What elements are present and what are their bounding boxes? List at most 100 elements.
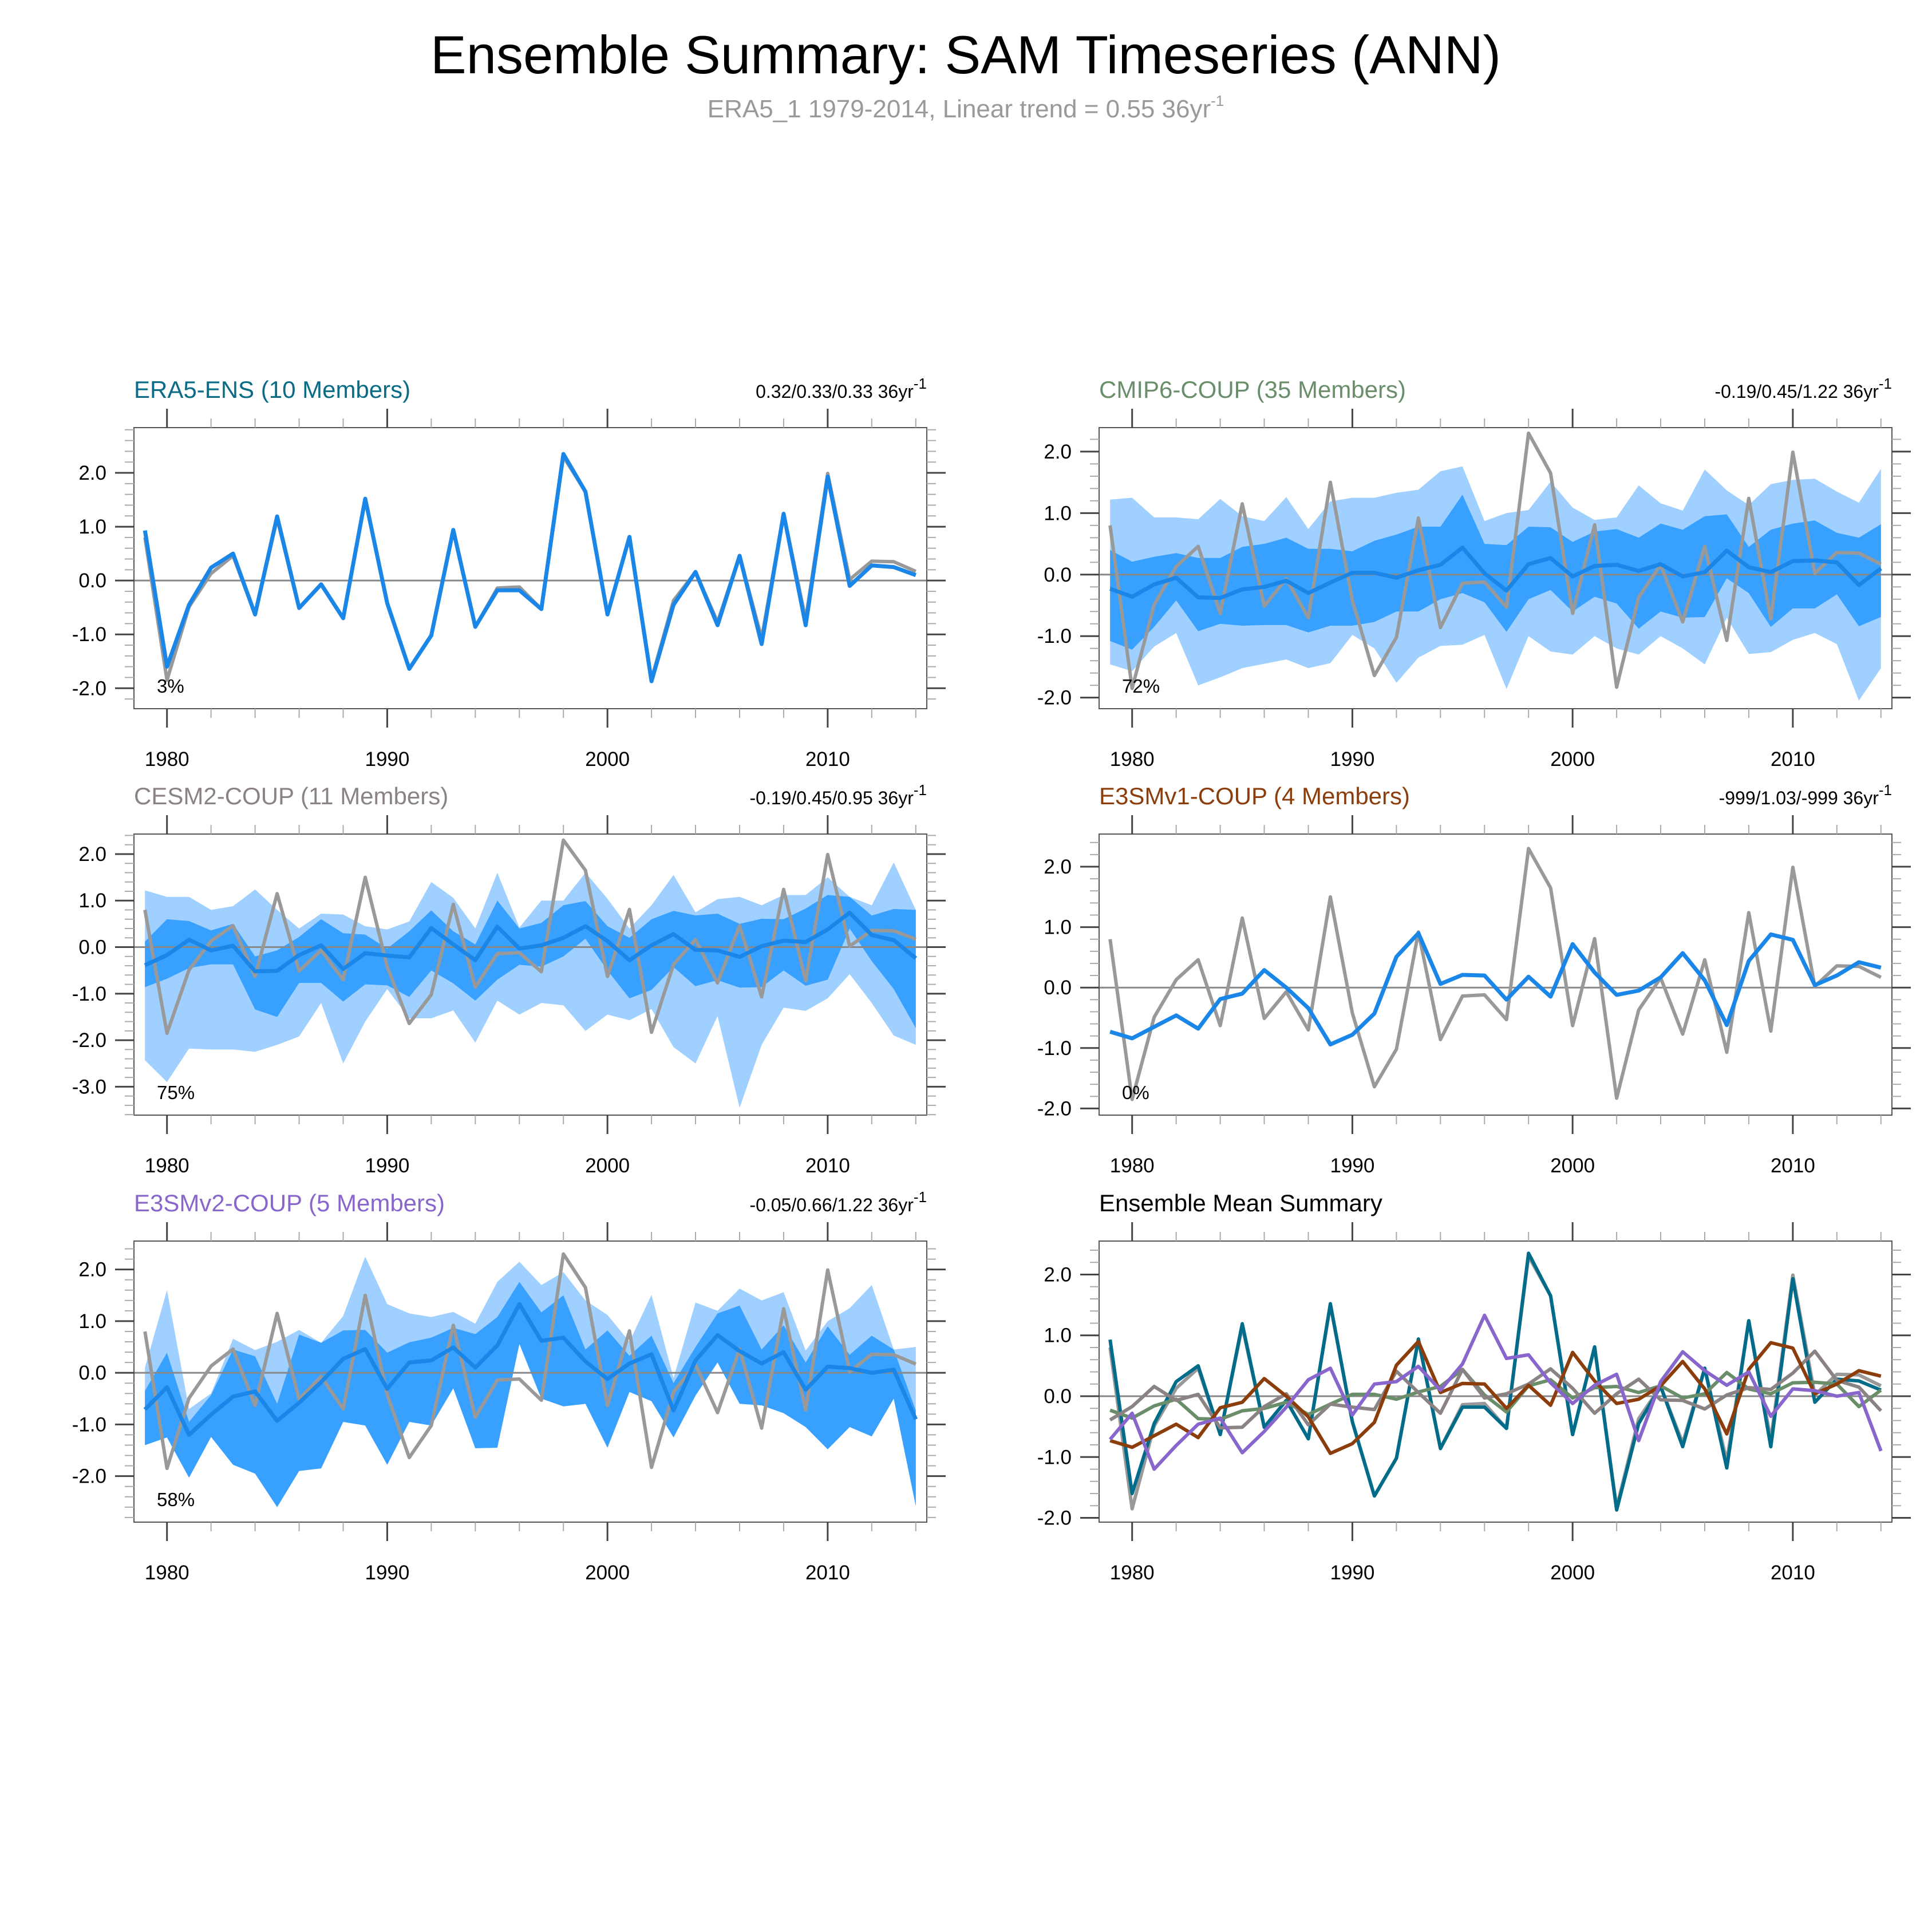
trend-superscript: -1 xyxy=(914,375,927,392)
ensemble-mean-line xyxy=(1109,931,1882,1046)
y-tick-label: -1.0 xyxy=(1037,1037,1072,1060)
x-tick-label: 1980 xyxy=(145,1562,189,1584)
panels: ERA5-ENS (10 Members) 0.32/0.33/0.33 36yr… xyxy=(72,375,1911,1584)
summary-line-1 xyxy=(1108,1251,1882,1512)
x-tick-label: 2010 xyxy=(1771,1562,1815,1584)
y-tick-label: -2.0 xyxy=(72,1465,106,1488)
trend-text: 0.32/0.33/0.33 36yr xyxy=(756,381,914,402)
trend-label: -0.19/0.45/0.95 36yr-1 xyxy=(749,781,927,808)
x-tick-label: 1980 xyxy=(1110,1155,1155,1177)
y-tick-label: -1.0 xyxy=(72,983,106,1005)
y-tick-label: 1.0 xyxy=(1044,916,1072,939)
x-tick-label: 2000 xyxy=(585,1155,630,1177)
panel-3: CESM2-COUP (11 Members) -0.19/0.45/0.95 3… xyxy=(72,781,946,1177)
x-tick-label: 2010 xyxy=(805,1562,850,1584)
trend-superscript: -1 xyxy=(1879,375,1892,392)
percent-label: 75% xyxy=(157,1082,195,1103)
y-tick-label: 2.0 xyxy=(1044,1263,1072,1286)
plot-frame xyxy=(1099,427,1893,709)
y-tick-label: 2.0 xyxy=(78,462,106,484)
y-tick-label: 2.0 xyxy=(78,843,106,866)
x-tick-label: 2010 xyxy=(805,1155,850,1177)
percent-label: 58% xyxy=(157,1489,195,1510)
x-tick-label: 1990 xyxy=(1330,748,1374,771)
plot-frame xyxy=(1099,1240,1893,1523)
trend-label: -999/1.03/-999 36yr-1 xyxy=(1719,781,1892,808)
trend-label: -0.19/0.45/1.22 36yr-1 xyxy=(1714,375,1892,402)
x-tick-label: 1990 xyxy=(1330,1155,1374,1177)
percent-label: 72% xyxy=(1122,675,1160,697)
y-tick-label: 2.0 xyxy=(78,1259,106,1281)
panel-2: CMIP6-COUP (35 Members) -0.19/0.45/1.22 3… xyxy=(1037,375,1911,771)
y-tick-label: 0.0 xyxy=(78,570,106,592)
panel-title: E3SMv1-COUP (4 Members) xyxy=(1099,783,1410,809)
y-tick-label: 1.0 xyxy=(1044,502,1072,524)
y-tick-label: 2.0 xyxy=(1044,441,1072,463)
y-tick-label: -2.0 xyxy=(72,677,106,700)
y-tick-label: -2.0 xyxy=(1037,1097,1072,1120)
y-tick-label: 1.0 xyxy=(78,516,106,538)
x-tick-label: 2000 xyxy=(585,1562,630,1584)
y-tick-label: -3.0 xyxy=(72,1076,106,1098)
trend-text: -0.19/0.45/1.22 36yr xyxy=(1714,381,1879,402)
subtitle-superscript: -1 xyxy=(1211,92,1224,109)
ensemble-mean-line xyxy=(143,1302,918,1437)
percent-label: 0% xyxy=(1122,1082,1149,1103)
trend-text: -0.05/0.66/1.22 36yr xyxy=(749,1195,914,1215)
trend-superscript: -1 xyxy=(914,1188,927,1206)
y-tick-label: 0.0 xyxy=(1044,1385,1072,1408)
panel-title: ERA5-ENS (10 Members) xyxy=(134,376,410,403)
observation-line xyxy=(1108,431,1882,690)
y-tick-label: 0.0 xyxy=(78,1362,106,1384)
panel-6: Ensemble Mean Summary 2.0 1.0 0.0 -1.0 -2.0 19… xyxy=(1037,1190,1911,1584)
summary-line-5 xyxy=(1108,1313,1883,1471)
trend-text: -0.19/0.45/0.95 36yr xyxy=(749,788,914,808)
plot-frame xyxy=(133,1240,927,1523)
observation-line xyxy=(1108,847,1882,1101)
y-tick-label: -1.0 xyxy=(72,1413,106,1436)
y-tick-label: 0.0 xyxy=(1044,564,1072,586)
x-tick-label: 2000 xyxy=(1550,1155,1595,1177)
x-tick-label: 2000 xyxy=(585,748,630,771)
y-tick-label: -1.0 xyxy=(1037,625,1072,647)
y-tick-label: 0.0 xyxy=(1044,977,1072,999)
x-tick-label: 2010 xyxy=(1771,1155,1815,1177)
trend-label: -0.05/0.66/1.22 36yr-1 xyxy=(749,1188,927,1215)
plot-frame xyxy=(1099,833,1893,1116)
ensemble-mean-line xyxy=(143,452,917,683)
y-tick-label: 0.0 xyxy=(78,937,106,959)
subtitle-text: ERA5_1 1979-2014, Linear trend = 0.55 36… xyxy=(708,95,1211,123)
x-tick-label: 1990 xyxy=(365,748,409,771)
panel-title: E3SMv2-COUP (5 Members) xyxy=(134,1190,445,1216)
x-tick-label: 1990 xyxy=(365,1155,409,1177)
panel-1: ERA5-ENS (10 Members) 0.32/0.33/0.33 36yr… xyxy=(72,375,946,771)
y-tick-label: -2.0 xyxy=(72,1029,106,1052)
y-tick-label: -2.0 xyxy=(1037,687,1072,709)
y-tick-label: 1.0 xyxy=(78,890,106,912)
panel-title: CESM2-COUP (11 Members) xyxy=(134,783,448,809)
observation-line xyxy=(143,1252,916,1471)
x-tick-label: 1990 xyxy=(365,1562,409,1584)
x-tick-label: 2010 xyxy=(1771,748,1815,771)
figure-title: Ensemble Summary: SAM Timeseries (ANN) xyxy=(430,25,1501,85)
x-tick-label: 1980 xyxy=(1110,748,1155,771)
trend-superscript: -1 xyxy=(914,781,927,799)
trend-text: -999/1.03/-999 36yr xyxy=(1719,788,1879,808)
x-tick-label: 1980 xyxy=(145,1155,189,1177)
x-tick-label: 2010 xyxy=(805,748,850,771)
plot-frame xyxy=(133,427,927,709)
panel-4: E3SMv1-COUP (4 Members) -999/1.03/-999 36… xyxy=(1037,781,1911,1177)
observation-line xyxy=(143,455,917,682)
summary-line-2 xyxy=(1109,1368,1882,1421)
x-tick-label: 2000 xyxy=(1550,1562,1595,1584)
x-tick-label: 1980 xyxy=(1110,1562,1155,1584)
trend-label: 0.32/0.33/0.33 36yr-1 xyxy=(756,375,927,402)
observation-line xyxy=(143,838,916,1035)
observation-line xyxy=(1108,1254,1882,1511)
ensemble-mean-line xyxy=(1109,546,1882,600)
panel-5: E3SMv2-COUP (5 Members) -0.05/0.66/1.22 3… xyxy=(72,1188,946,1584)
y-tick-label: -2.0 xyxy=(1037,1507,1072,1530)
y-tick-label: -1.0 xyxy=(1037,1446,1072,1468)
y-tick-label: 2.0 xyxy=(1044,856,1072,878)
